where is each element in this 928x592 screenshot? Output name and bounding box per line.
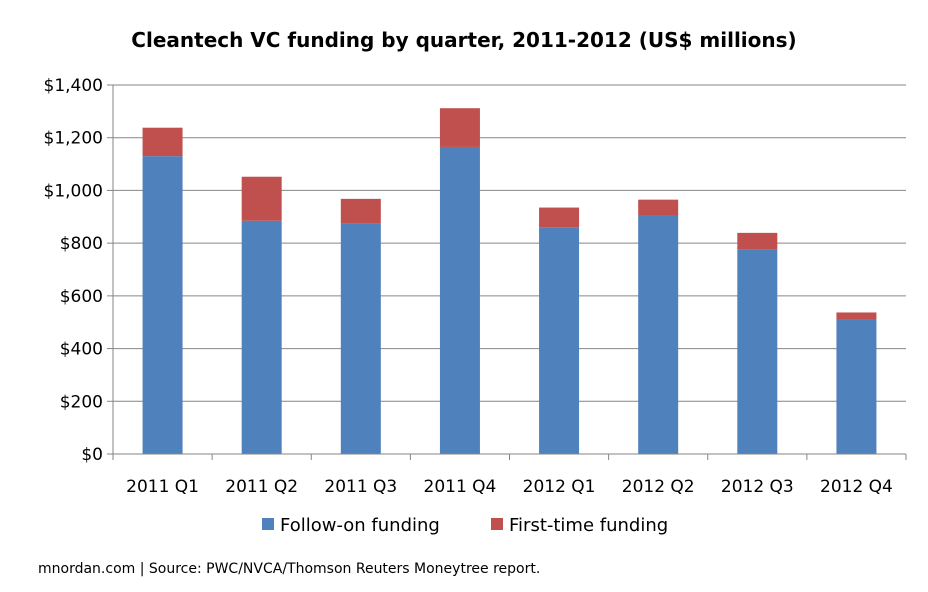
bar-first-time: [836, 312, 877, 320]
bar-follow-on: [539, 227, 580, 454]
bar-first-time: [340, 198, 381, 224]
axes: [107, 84, 907, 460]
y-tick-label: $1,400: [44, 76, 103, 96]
legend-label-first-time: First-time funding: [509, 515, 668, 536]
bar-follow-on: [439, 146, 480, 455]
x-tick-label: 2012 Q2: [622, 477, 695, 497]
y-tick-label: $200: [60, 392, 103, 412]
bar-follow-on: [340, 223, 381, 454]
x-tick-label: 2012 Q3: [721, 477, 794, 497]
bar-first-time: [539, 207, 580, 228]
bar-follow-on: [241, 220, 282, 454]
x-tick-label: 2011 Q3: [324, 477, 397, 497]
bar-follow-on: [836, 319, 877, 454]
x-tick-label: 2012 Q4: [820, 477, 893, 497]
y-tick-label: $1,000: [44, 181, 103, 201]
y-tick-label: $400: [60, 340, 103, 360]
y-tick-label: $600: [60, 287, 103, 307]
x-tick-label: 2012 Q1: [523, 477, 596, 497]
bar-first-time: [638, 199, 679, 216]
x-tick-label: 2011 Q1: [126, 477, 199, 497]
x-tick-label: 2011 Q2: [225, 477, 298, 497]
y-tick-label: $800: [60, 234, 103, 254]
bars: [142, 108, 877, 455]
x-tick-label: 2011 Q4: [424, 477, 497, 497]
legend: Follow-on funding First-time funding: [262, 515, 668, 536]
legend-label-follow-on: Follow-on funding: [280, 515, 440, 536]
bar-first-time: [142, 127, 183, 157]
y-tick-label: $0: [81, 445, 103, 465]
y-tick-label: $1,200: [44, 129, 103, 149]
legend-swatch-first-time: [491, 518, 503, 530]
chart-title: Cleantech VC funding by quarter, 2011-20…: [131, 28, 796, 52]
x-axis-tick-labels: 2011 Q1 2011 Q2 2011 Q3 2011 Q4 2012 Q1 2012 …: [126, 477, 893, 497]
bar-follow-on: [142, 156, 183, 454]
bar-first-time: [439, 108, 480, 147]
legend-swatch-follow-on: [262, 518, 274, 530]
y-axis-tick-labels: $0 $200 $400 $600 $800 $1,000 $1,200 $1,400: [44, 76, 103, 465]
source-note: mnordan.com | Source: PWC/NVCA/Thomson R…: [38, 561, 540, 577]
bar-follow-on: [638, 215, 679, 454]
bar-first-time: [737, 232, 778, 250]
bar-first-time: [241, 176, 282, 221]
gridlines: [113, 84, 906, 402]
bar-follow-on: [737, 249, 778, 454]
